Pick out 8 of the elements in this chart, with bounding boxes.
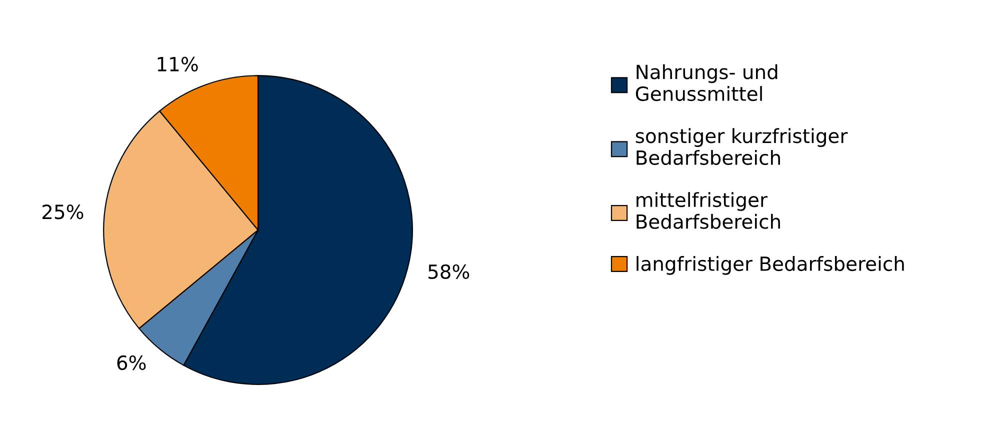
- legend-label: Nahrungs- und Genussmittel: [636, 64, 778, 102]
- data-label: 6%: [117, 355, 146, 370]
- data-label: 58%: [428, 264, 470, 280]
- data-label: 11%: [158, 56, 198, 72]
- legend-label: mittelfristiger Bedarfsbereich: [636, 192, 780, 229]
- legend-label: sonstiger kurzfristiger Bedarfsbereich: [636, 128, 848, 165]
- legend-label: langfristiger Bedarfsbereich: [636, 256, 904, 275]
- data-label: 25%: [42, 204, 84, 220]
